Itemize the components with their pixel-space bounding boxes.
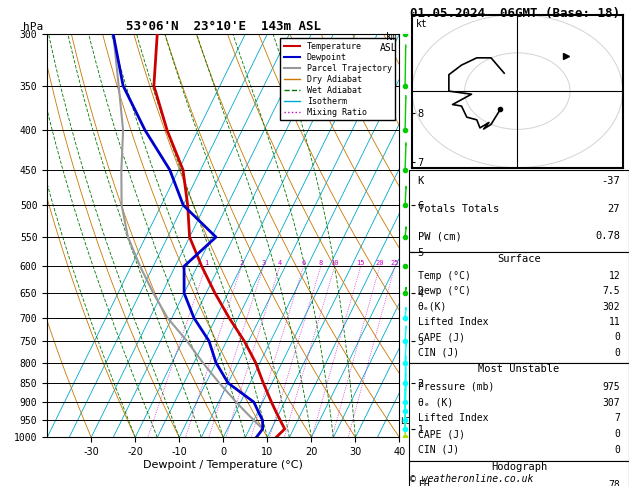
Text: CAPE (J): CAPE (J) [418, 429, 465, 439]
Bar [409, 363, 629, 461]
Text: EH: EH [418, 480, 430, 486]
Text: 307: 307 [603, 398, 620, 408]
Text: CIN (J): CIN (J) [418, 445, 459, 455]
Text: θₑ(K): θₑ(K) [418, 302, 447, 312]
Text: 78: 78 [608, 480, 620, 486]
Text: km
ASL: km ASL [380, 32, 398, 53]
Text: 975: 975 [603, 382, 620, 392]
Text: 2: 2 [240, 260, 243, 266]
Text: 0: 0 [615, 429, 620, 439]
Text: K: K [418, 176, 424, 187]
Text: 3: 3 [262, 260, 265, 266]
Text: Pressure (mb): Pressure (mb) [418, 382, 494, 392]
Text: kt: kt [416, 19, 428, 29]
Text: 0.78: 0.78 [595, 231, 620, 241]
Text: LCL: LCL [400, 417, 415, 427]
Text: 1: 1 [204, 260, 208, 266]
Text: 10: 10 [330, 260, 339, 266]
Text: Most Unstable: Most Unstable [478, 364, 560, 374]
Text: 0: 0 [615, 332, 620, 342]
Text: Totals Totals: Totals Totals [418, 204, 499, 214]
Title: 53°06'N  23°10'E  143m ASL: 53°06'N 23°10'E 143m ASL [126, 20, 321, 33]
Text: Hodograph: Hodograph [491, 462, 547, 472]
Text: Surface: Surface [497, 254, 541, 264]
Bar [409, 252, 629, 363]
Bar [409, 170, 629, 252]
Text: 302: 302 [603, 302, 620, 312]
Text: 01.05.2024  06GMT (Base: 18): 01.05.2024 06GMT (Base: 18) [410, 7, 620, 20]
Text: 4: 4 [277, 260, 282, 266]
Text: 11: 11 [608, 317, 620, 327]
Text: Temp (°C): Temp (°C) [418, 271, 470, 281]
Text: Mixing Ratio (g/kg): Mixing Ratio (g/kg) [472, 190, 482, 282]
Text: Dewp (°C): Dewp (°C) [418, 286, 470, 296]
Text: 0: 0 [615, 347, 620, 358]
Text: CIN (J): CIN (J) [418, 347, 459, 358]
Text: 8: 8 [319, 260, 323, 266]
Text: 20: 20 [376, 260, 384, 266]
Text: hPa: hPa [23, 22, 43, 32]
Text: 0: 0 [615, 445, 620, 455]
Text: Lifted Index: Lifted Index [418, 413, 488, 423]
Text: PW (cm): PW (cm) [418, 231, 462, 241]
Text: 12: 12 [608, 271, 620, 281]
Text: © weatheronline.co.uk: © weatheronline.co.uk [410, 473, 533, 484]
Text: 27: 27 [608, 204, 620, 214]
Text: Lifted Index: Lifted Index [418, 317, 488, 327]
X-axis label: Dewpoint / Temperature (°C): Dewpoint / Temperature (°C) [143, 460, 303, 470]
Bar [409, 461, 629, 486]
Text: 15: 15 [357, 260, 365, 266]
Legend: Temperature, Dewpoint, Parcel Trajectory, Dry Adiabat, Wet Adiabat, Isotherm, Mi: Temperature, Dewpoint, Parcel Trajectory… [281, 38, 395, 121]
Text: 7: 7 [615, 413, 620, 423]
Text: 7.5: 7.5 [603, 286, 620, 296]
Text: θₑ (K): θₑ (K) [418, 398, 453, 408]
Text: -37: -37 [601, 176, 620, 187]
Text: CAPE (J): CAPE (J) [418, 332, 465, 342]
Text: 6: 6 [301, 260, 306, 266]
Text: 25: 25 [391, 260, 399, 266]
